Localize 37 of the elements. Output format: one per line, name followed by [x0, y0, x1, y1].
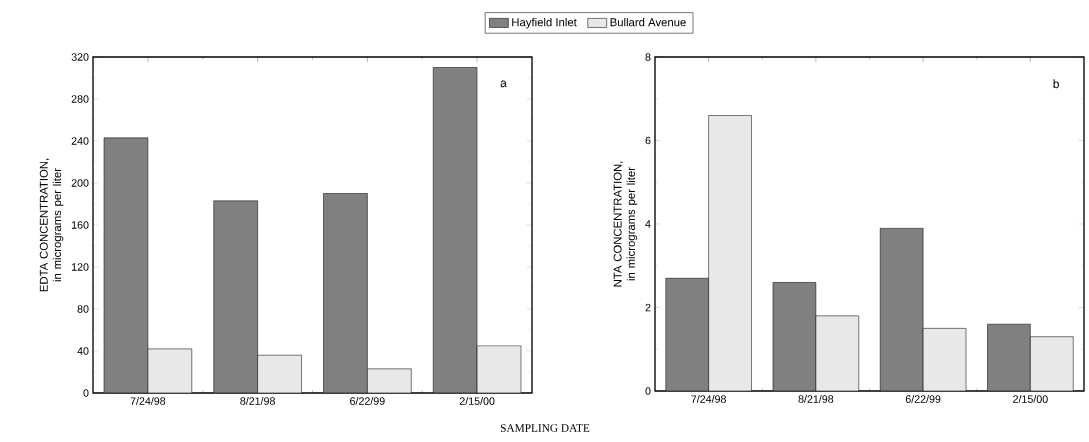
annotation: b: [1053, 79, 1059, 89]
y-tick-label: 280: [71, 95, 89, 103]
x-tick-label: 6/22/99: [905, 395, 941, 403]
x-tick-label: 8/21/98: [240, 397, 275, 405]
y-tick-label: 320: [71, 53, 89, 61]
x-tick-label: 2/15/00: [1013, 395, 1048, 403]
y-tick-label: 0: [645, 387, 651, 395]
y-tick-label: 80: [77, 305, 89, 313]
y-axis-title: NTA CONCENTRATION, in micrograms per liter: [613, 161, 638, 287]
legend-label: Bullard Avenue: [610, 17, 686, 27]
y-tick-label: 120: [71, 263, 89, 271]
bar: [987, 323, 1031, 391]
y-tick-label: 8: [645, 53, 651, 61]
x-tick-label: 7/24/98: [691, 395, 726, 403]
bar: [880, 228, 924, 391]
x-tick-label: 8/21/98: [798, 395, 834, 403]
y-tick-label: 200: [71, 179, 89, 187]
y-tick-label: 160: [71, 221, 89, 229]
bar: [1030, 336, 1074, 391]
x-tick-label: 7/24/98: [130, 397, 166, 405]
y-tick-label: 0: [83, 389, 89, 397]
bar: [708, 115, 752, 391]
y-tick-label: 240: [71, 137, 89, 145]
bar: [772, 282, 816, 391]
y-tick-label: 40: [77, 347, 89, 355]
annotation: a: [500, 80, 507, 88]
bar: [923, 328, 967, 391]
x-tick-label: 6/22/99: [350, 397, 385, 405]
x-tick-label: 2/15/00: [459, 397, 495, 405]
legend-label: Hayfield Inlet: [512, 17, 577, 29]
x-axis-title: SAMPLING DATE: [500, 424, 590, 432]
bar: [815, 315, 859, 391]
y-tick-label: 4: [645, 220, 651, 228]
y-tick-label: 2: [645, 303, 651, 312]
y-axis-title: EDTA CONCENTRATION, in micrograms per liter: [39, 158, 64, 292]
y-tick-label: 6: [645, 136, 651, 145]
bar: [665, 278, 709, 391]
